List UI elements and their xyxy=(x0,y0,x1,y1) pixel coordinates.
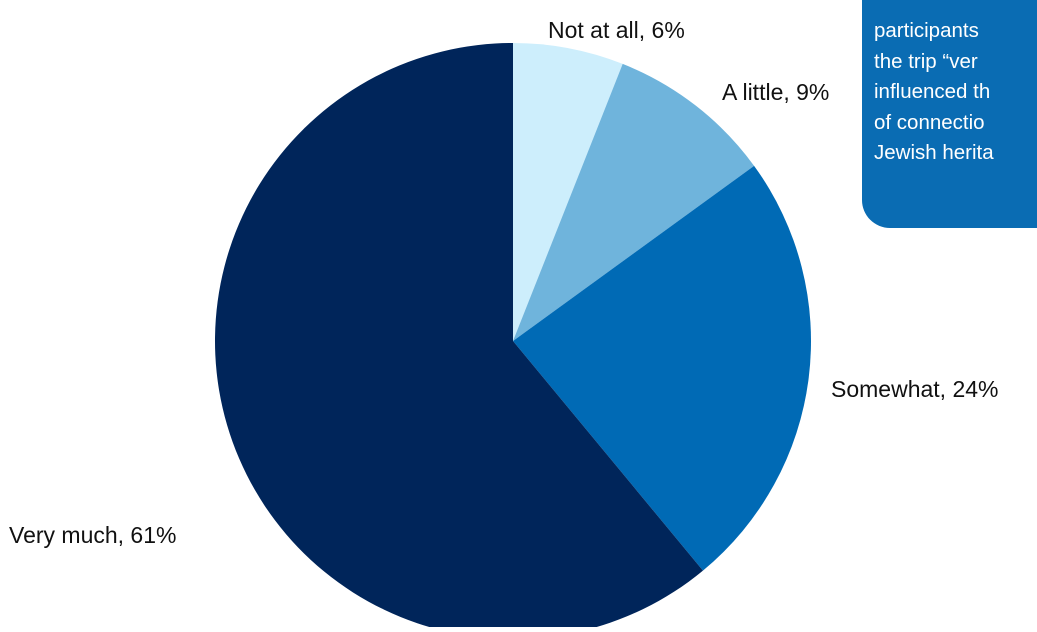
slice-label-a-little: A little, 9% xyxy=(722,79,829,105)
pie-slice-very-much xyxy=(215,43,703,632)
callout-line: of connectio xyxy=(874,110,985,134)
callout-line: participants xyxy=(874,19,979,42)
callout-line: Jewish herita xyxy=(874,141,994,164)
slice-label-somewhat: Somewhat, 24% xyxy=(831,376,998,402)
callout-line: influenced th xyxy=(874,80,991,103)
pie-slice-not-at-all xyxy=(513,43,623,341)
slice-label-very-much: Very much, 61% xyxy=(9,522,176,548)
pie-slice-a-little xyxy=(513,63,755,342)
callout-line: the trip “ver xyxy=(874,49,978,73)
pie-slice-somewhat xyxy=(513,165,811,571)
callout-box: participants the trip “ver influenced th… xyxy=(862,0,1037,228)
pie-slices xyxy=(215,43,811,632)
slice-label-not-at-all: Not at all, 6% xyxy=(548,17,685,43)
